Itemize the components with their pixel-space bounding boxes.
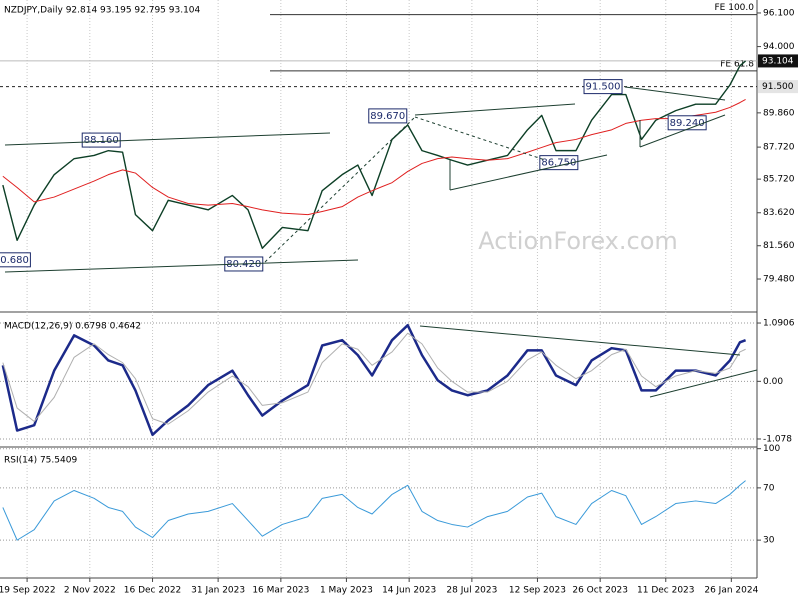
y-tick-label: 79.480: [763, 275, 795, 285]
annotation-label: 80.680: [0, 255, 29, 266]
x-tick-label: 12 Sep 2023: [509, 586, 566, 596]
y-tick-label: 100: [763, 444, 780, 454]
price-tag: [758, 80, 798, 94]
x-tick-label: 1 May 2023: [320, 586, 373, 596]
annotation-box: [0, 252, 31, 268]
trendline: [414, 116, 546, 161]
series-line: [2, 98, 746, 216]
series-line: [2, 480, 746, 541]
trendline: [624, 86, 726, 101]
x-tick-label: 14 Jun 2023: [382, 586, 436, 596]
annotation-label: 89.670: [370, 111, 405, 122]
x-tick-label: 26 Oct 2023: [572, 586, 628, 596]
y-tick-label: 96.100: [763, 8, 795, 18]
annotation-box: [583, 79, 623, 95]
panel-title: NZDJPY,Daily 92.814 93.195 92.795 93.104: [4, 6, 201, 16]
x-tick-label: 19 Sep 2022: [0, 586, 56, 596]
y-tick-label: 81.560: [763, 241, 795, 251]
annotation-label: 91.500: [586, 82, 621, 93]
x-tick-label: 31 Jan 2023: [191, 586, 245, 596]
trendline: [414, 103, 576, 116]
trendline: [449, 154, 608, 191]
annotation-label: 89.240: [670, 118, 705, 129]
y-tick-label: 30: [763, 536, 775, 546]
y-tick-label: 94.000: [763, 42, 795, 52]
y-tick-label: 70: [763, 483, 775, 493]
x-tick-label: 28 Jul 2023: [446, 586, 497, 596]
price-trendlines: [4, 86, 726, 273]
watermark: ActionForex.com: [478, 227, 678, 255]
price-tag-label: 91.500: [762, 82, 794, 92]
fib-label: FE 61.8: [720, 59, 754, 69]
annotation-box: [81, 132, 121, 148]
trendline: [649, 369, 757, 398]
panel-title: RSI(14) 75.5409: [4, 456, 77, 466]
trendline: [264, 116, 416, 263]
y-tick-label: -1.078: [763, 434, 792, 444]
x-tick-label: 2 Nov 2022: [64, 586, 116, 596]
trendline: [419, 325, 741, 356]
y-tick-label: 83.620: [763, 208, 795, 218]
y-tick-label: 89.860: [763, 108, 795, 118]
series-line: [1, 323, 747, 437]
x-tick-label: 11 Dec 2023: [637, 586, 695, 596]
annotation-box: [539, 155, 579, 171]
fib-label: FE 100.0: [715, 3, 755, 13]
series-line: [2, 332, 746, 425]
panel-title: MACD(12,26,9) 0.6798 0.4642: [4, 322, 141, 332]
y-tick-label: 0.00: [763, 377, 783, 387]
price-tag: [758, 54, 798, 68]
trendline: [639, 114, 726, 148]
price-tag-label: 93.104: [762, 56, 794, 66]
macd-trendlines: [419, 325, 757, 398]
x-tick-label: 26 Jan 2024: [704, 586, 758, 596]
y-tick-label: 1.0906: [763, 319, 795, 329]
y-tick-label: 87.720: [763, 143, 795, 153]
annotation-label: 80.420: [226, 259, 261, 270]
x-tick-label: 16 Mar 2023: [252, 586, 309, 596]
annotation-label: 86.750: [541, 158, 576, 169]
y-tick-label: 85.720: [763, 175, 795, 185]
trendline: [4, 132, 331, 146]
trendline: [4, 259, 359, 273]
series-group: [2, 480, 746, 541]
annotation-label: 88.160: [84, 135, 119, 146]
x-tick-label: 16 Dec 2022: [124, 586, 182, 596]
annotation-box: [368, 108, 408, 124]
series-group: [1, 323, 747, 437]
